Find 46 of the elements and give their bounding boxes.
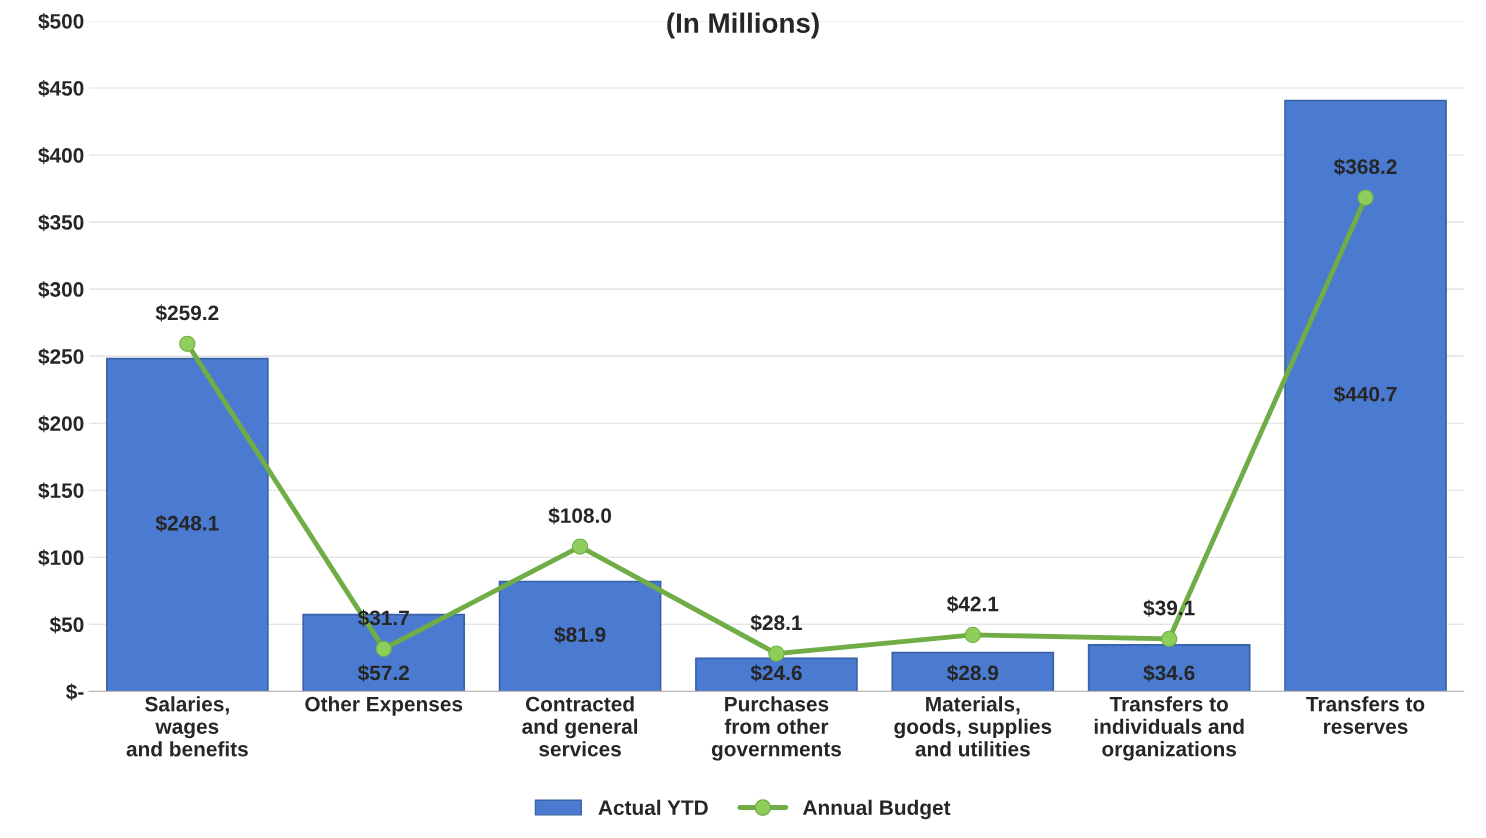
point — [179, 335, 196, 352]
y-tick-label: $350 — [38, 214, 84, 232]
point — [768, 645, 785, 662]
bar — [695, 657, 858, 692]
y-tick-label: $400 — [38, 147, 84, 165]
y-tick-label: $200 — [38, 415, 84, 433]
x-tick-label: Purchases from other governments — [711, 696, 841, 761]
data-label: $259.2 — [155, 304, 219, 322]
chart-title: (In Millions) — [667, 12, 819, 39]
y-tick-label: $- — [66, 683, 84, 701]
point — [571, 538, 589, 555]
data-label: $57.2 — [357, 664, 409, 682]
data-label: $42.1 — [947, 595, 999, 613]
point — [375, 640, 392, 658]
bar — [105, 357, 269, 692]
data-label: $34.6 — [1143, 664, 1195, 682]
legend-label: Annual Budget — [802, 799, 951, 820]
point — [964, 626, 981, 644]
bar — [1284, 99, 1447, 692]
bar — [891, 651, 1055, 692]
y-tick-label: $100 — [38, 549, 84, 567]
y-tick-label: $500 — [38, 13, 84, 31]
y-tick-label: $450 — [38, 80, 84, 98]
x-tick-label: Contracted and general services — [522, 696, 638, 757]
point — [1357, 189, 1374, 206]
bar — [1087, 644, 1251, 692]
legend-label: Actual YTD — [598, 799, 708, 816]
y-tick-label: $50 — [49, 616, 84, 634]
y-tick-label: $150 — [38, 482, 84, 500]
x-tick-label: Salaries, wages and benefits — [126, 696, 248, 757]
y-tick-label: $250 — [38, 348, 84, 366]
data-label: $368.2 — [1333, 158, 1397, 176]
x-tick-label: Transfers to individuals and organizations — [1094, 696, 1244, 761]
x-tick-label: Transfers to reserves — [1306, 696, 1425, 734]
x-tick-label: Other Expenses — [305, 696, 463, 716]
y-tick-label: $300 — [38, 281, 84, 299]
data-label: $24.6 — [750, 664, 802, 682]
data-label: $440.7 — [1333, 385, 1397, 403]
data-label: $28.1 — [750, 614, 802, 632]
bar — [498, 580, 662, 692]
data-label: $248.1 — [155, 514, 219, 532]
data-label: $28.9 — [947, 664, 999, 682]
point — [1161, 630, 1178, 648]
x-tick-label: Materials, goods, supplies and utilities — [894, 696, 1052, 757]
data-label: $108.0 — [548, 507, 612, 525]
data-label: $81.9 — [554, 626, 606, 644]
